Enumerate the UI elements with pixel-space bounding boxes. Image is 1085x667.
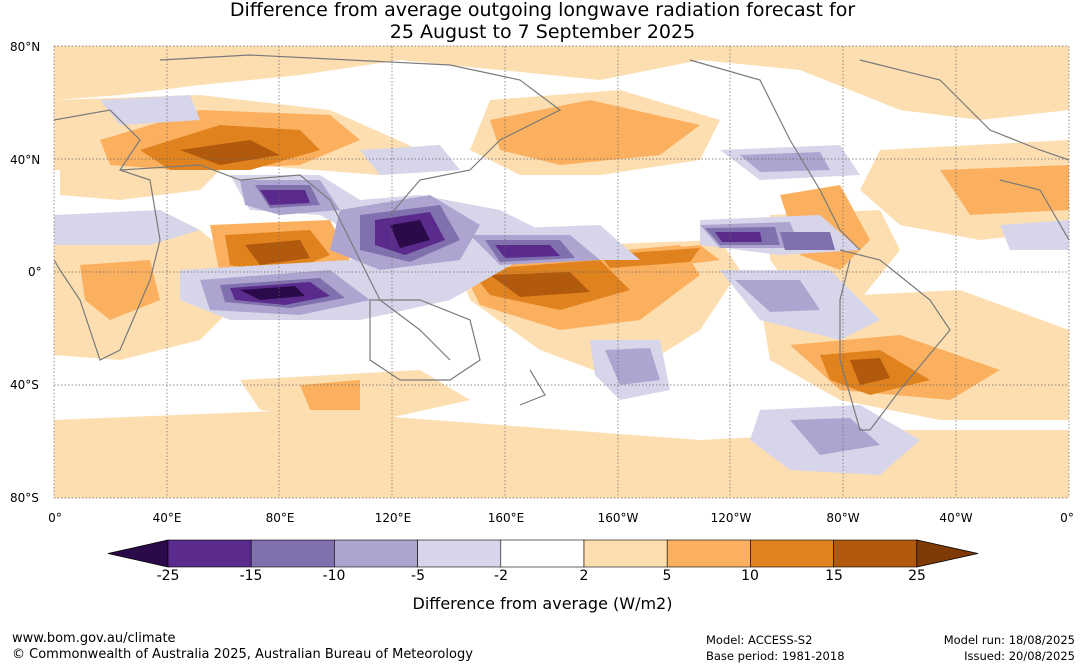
colorbar-swatch <box>833 539 918 568</box>
lat-label-0: 0° <box>28 265 42 279</box>
website-link[interactable]: www.bom.gov.au/climate <box>12 631 176 646</box>
colorbar-swatch <box>250 539 335 568</box>
graticule <box>53 45 1070 499</box>
colorbar-tick-label: 15 <box>825 568 843 584</box>
colorbar-title: Difference from average (W/m2) <box>412 594 673 613</box>
lon-label-40e: 40°E <box>152 511 182 525</box>
colorbar-swatch <box>666 539 751 568</box>
colorbar-tick-label: 10 <box>741 568 759 584</box>
colorbar-tick-label: 25 <box>908 568 926 584</box>
colorbar-swatch <box>167 539 252 568</box>
model-name: Model: ACCESS-S2 <box>706 633 813 647</box>
colorbar-swatch <box>334 539 418 568</box>
lon-label-0-east: 0° <box>1060 511 1074 525</box>
lon-label-80e: 80°E <box>265 511 295 525</box>
lon-label-40w: 40°W <box>939 511 973 525</box>
colorbar-swatch <box>417 539 502 568</box>
colorbar-extend-min <box>107 539 169 568</box>
lon-label-160w: 160°W <box>597 511 639 525</box>
map-title-line1: Difference from average outgoing longwav… <box>229 0 856 21</box>
model-run-date: Model run: 18/08/2025 <box>943 633 1075 647</box>
map-title-line2: 25 August to 7 September 2025 <box>389 21 696 43</box>
lat-label-80s: 80°S <box>10 491 39 505</box>
colorbar-tick-label: 5 <box>662 568 672 584</box>
colorbar-tick-label: -5 <box>411 568 425 584</box>
colorbar-swatch <box>500 539 585 568</box>
lon-label-120w: 120°W <box>710 511 752 525</box>
positive-anomaly-regions <box>54 46 1069 498</box>
colorbar-tick-label: 2 <box>579 568 589 584</box>
colorbar-swatch <box>750 539 834 568</box>
lat-label-40s: 40°S <box>10 378 39 392</box>
issued-date: Issued: 20/08/2025 <box>964 649 1075 663</box>
colorbar-tick-label: -10 <box>322 568 346 584</box>
base-period: Base period: 1981-2018 <box>706 649 845 663</box>
colorbar-tick-label: -25 <box>156 568 180 584</box>
colorbar-swatch <box>583 539 668 568</box>
colorbar-extend-max <box>916 539 979 568</box>
coastlines <box>54 54 1069 431</box>
lat-label-80n: 80°N <box>10 40 41 54</box>
negative-anomaly-regions <box>54 95 1069 475</box>
lon-label-0: 0° <box>48 511 62 525</box>
lon-label-80w: 80°W <box>826 511 860 525</box>
lon-label-120e: 120°E <box>374 511 412 525</box>
colorbar-tick-label: -2 <box>494 568 508 584</box>
copyright-text: © Commonwealth of Australia 2025, Austra… <box>12 647 473 662</box>
lat-label-40n: 40°N <box>10 153 41 167</box>
colorbar-tick-label: -15 <box>239 568 263 584</box>
lon-label-160e: 160°E <box>487 511 525 525</box>
